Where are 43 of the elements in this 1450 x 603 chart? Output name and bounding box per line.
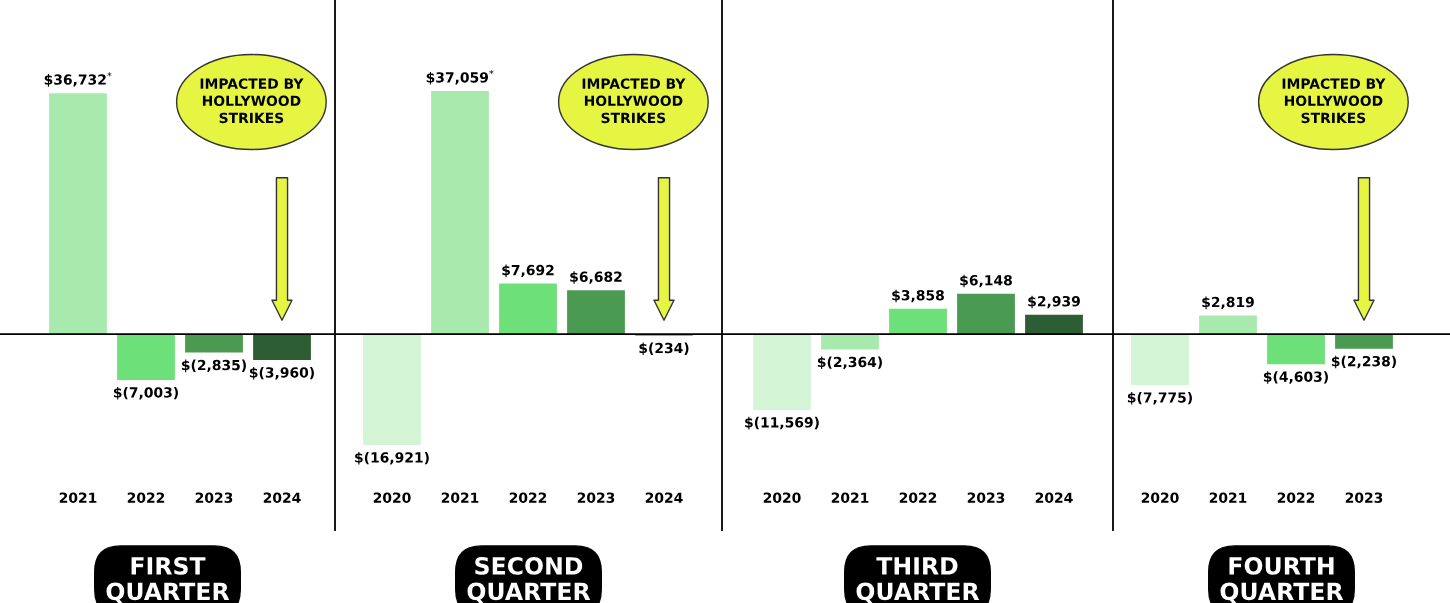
data-label: $(2,835) bbox=[181, 359, 246, 373]
data-label: $(3,960) bbox=[249, 366, 314, 380]
x-axis-title: THIRD QUARTER bbox=[856, 557, 980, 603]
x-tick-label: 2022 bbox=[899, 492, 937, 503]
x-tick-label: 2020 bbox=[1141, 492, 1179, 503]
x-tick-label: 2021 bbox=[59, 492, 97, 503]
data-label: $3,858 bbox=[892, 289, 944, 303]
x-tick-label: 2023 bbox=[577, 492, 615, 503]
data-label: $7,692 bbox=[502, 264, 554, 278]
x-tick-label: 2021 bbox=[1209, 492, 1247, 503]
data-label: $(16,921) bbox=[355, 451, 429, 465]
data-label: $(11,569) bbox=[745, 416, 819, 430]
x-tick-label: 2024 bbox=[1035, 492, 1073, 503]
x-axis-title: FOURTH QUARTER bbox=[1220, 556, 1344, 603]
data-label: $(2,238) bbox=[1331, 355, 1396, 369]
data-label: $36,732$^{*}$ bbox=[44, 72, 112, 87]
x-tick-label: 2022 bbox=[127, 492, 165, 503]
data-label: $(234) bbox=[639, 342, 689, 356]
x-tick-label: 2023 bbox=[195, 492, 233, 503]
x-tick-label: 2021 bbox=[441, 492, 479, 503]
x-axis-title: FIRST QUARTER bbox=[106, 556, 230, 603]
x-axis-title: SECOND QUARTER bbox=[467, 556, 591, 603]
data-label: $6,682 bbox=[570, 271, 622, 284]
data-label: $(4,603) bbox=[1263, 371, 1328, 384]
data-label: $2,819 bbox=[1202, 296, 1254, 310]
x-tick-label: 2023 bbox=[967, 492, 1005, 503]
x-tick-label: 2020 bbox=[373, 492, 411, 503]
text: IMPACTED BY HOLLYWOOD STRIKES bbox=[1282, 78, 1386, 124]
x-tick-label: 2020 bbox=[763, 492, 801, 503]
x-tick-label: 2021 bbox=[831, 492, 869, 503]
x-tick-label: 2023 bbox=[1345, 492, 1383, 503]
x-tick-label: 2022 bbox=[1277, 492, 1315, 503]
annotation: IMPACTED BY HOLLYWOOD STRIKES bbox=[200, 78, 304, 124]
data-label: $6,148 bbox=[960, 274, 1012, 288]
x-tick-label: 2022 bbox=[509, 492, 547, 503]
data-label: $(7,003) bbox=[113, 386, 178, 400]
data-label: $(2,364) bbox=[817, 356, 882, 370]
data-label: $2,939 bbox=[1028, 295, 1080, 309]
data-label: $(7,775) bbox=[1127, 391, 1192, 405]
data-label: $37,059$^{*}$ bbox=[426, 69, 494, 85]
annotation: IMPACTED BY HOLLYWOOD STRIKES bbox=[582, 78, 686, 124]
x-tick-label: 2024 bbox=[645, 492, 683, 503]
x-tick-label: 2024 bbox=[263, 492, 301, 503]
